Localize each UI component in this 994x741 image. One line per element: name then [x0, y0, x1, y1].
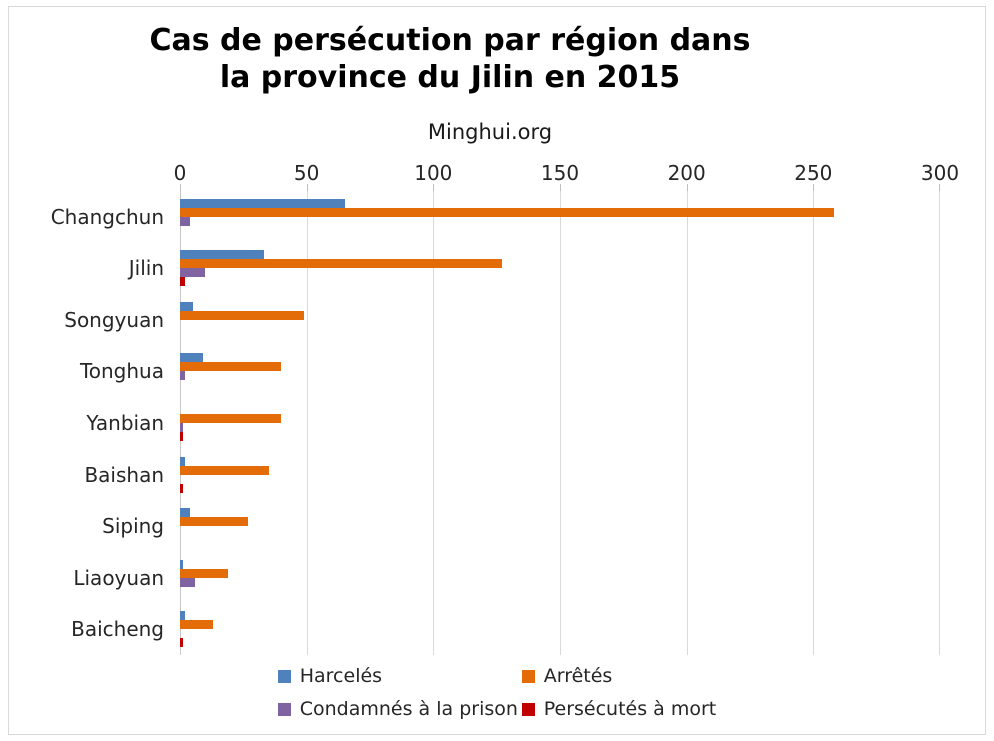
legend-item: Condamnés à la prison [277, 696, 522, 722]
bar-group [180, 559, 940, 596]
bar [180, 362, 282, 372]
bar-group [180, 353, 940, 389]
axis-tick [560, 184, 561, 191]
category-label: Songyuan [64, 307, 164, 332]
axis-tick-label: 250 [794, 161, 833, 185]
bar [180, 371, 186, 381]
category-label: Siping [102, 514, 164, 539]
bar [180, 207, 834, 217]
bar [180, 310, 305, 320]
axis-tick [433, 184, 434, 191]
axis-tick-label: 100 [414, 161, 453, 185]
bar [180, 301, 193, 311]
bar [180, 508, 191, 518]
category-row [180, 294, 940, 346]
bar [180, 423, 183, 433]
gridline [939, 191, 940, 655]
category-row [180, 552, 940, 604]
bar [180, 517, 249, 527]
chart-title-line1: Cas de persécution par région dans [149, 23, 751, 58]
category-label: Baishan [84, 462, 164, 487]
bar [180, 611, 186, 621]
legend-label: Arrêtés [543, 665, 613, 687]
category-row [180, 449, 940, 501]
gridline [813, 191, 814, 655]
gridline [687, 191, 688, 655]
bar [180, 465, 269, 475]
bar-group [180, 508, 940, 544]
category-row [180, 604, 940, 656]
category-label: Baicheng [71, 617, 164, 642]
axis-tick [939, 184, 940, 191]
bar-group [180, 611, 940, 648]
bar [180, 353, 203, 363]
axis-tick [687, 184, 688, 191]
bar [180, 216, 191, 226]
category-row [180, 500, 940, 552]
gridline [433, 191, 434, 655]
bar [180, 277, 186, 287]
category-row [180, 243, 940, 295]
plot-area [180, 191, 940, 655]
legend-grid: Harcelés Arrêtés Condamnés à la prison Pers… [277, 663, 717, 722]
bar [180, 456, 186, 466]
bar-group [180, 456, 940, 493]
category-label: Yanbian [86, 411, 164, 436]
legend-item: Persécutés à mort [521, 696, 717, 722]
bar [180, 483, 183, 493]
legend: Harcelés Arrêtés Condamnés à la prison Pers… [0, 663, 994, 722]
bar [180, 268, 206, 278]
bar-group [180, 198, 940, 235]
chart-title: Cas de persécution par région dans la pr… [0, 22, 900, 96]
category-label: Jilin [128, 256, 164, 281]
bar [180, 414, 282, 424]
bar [180, 638, 183, 648]
bar-group [180, 301, 940, 338]
gridline [307, 191, 308, 655]
axis-tick [180, 184, 181, 191]
bar [180, 620, 213, 630]
category-label: Tonghua [79, 359, 164, 384]
legend-label: Harcelés [299, 665, 383, 687]
bar [180, 259, 502, 269]
bar [180, 250, 264, 260]
legend-item: Arrêtés [521, 663, 717, 689]
category-axis: Changchun Jilin Songyuan Tonghua Yanbian Bais… [10, 191, 172, 655]
bar [180, 568, 229, 578]
gridline [560, 191, 561, 655]
legend-label: Condamnés à la prison [299, 698, 518, 720]
bar-group [180, 405, 940, 442]
axis-tick [307, 184, 308, 191]
axis-tick-label: 150 [540, 161, 580, 185]
bar-group [180, 250, 940, 287]
axis-tick [813, 184, 814, 191]
category-row [180, 191, 940, 243]
category-row [180, 397, 940, 449]
bar-rows [180, 191, 940, 655]
legend-marker-icon [521, 669, 535, 683]
axis-tick-label: 300 [920, 161, 960, 185]
chart-subtitle: Minghui.org [427, 120, 553, 144]
axis-tick-label: 0 [173, 161, 187, 185]
legend-label: Persécutés à mort [543, 698, 717, 720]
chart-title-line2: la province du Jilin en 2015 [219, 60, 681, 95]
axis-tick-label: 200 [667, 161, 706, 185]
bar [180, 577, 196, 587]
bar [180, 198, 345, 208]
bar [180, 559, 183, 569]
legend-marker-icon [277, 669, 291, 683]
category-row [180, 346, 940, 398]
category-label: Liaoyuan [73, 565, 164, 590]
legend-marker-icon [277, 702, 291, 716]
legend-item: Harcelés [277, 663, 522, 689]
bar [180, 432, 183, 442]
category-label: Changchun [50, 204, 164, 229]
legend-marker-icon [521, 702, 535, 716]
axis-tick-label: 50 [293, 161, 320, 185]
